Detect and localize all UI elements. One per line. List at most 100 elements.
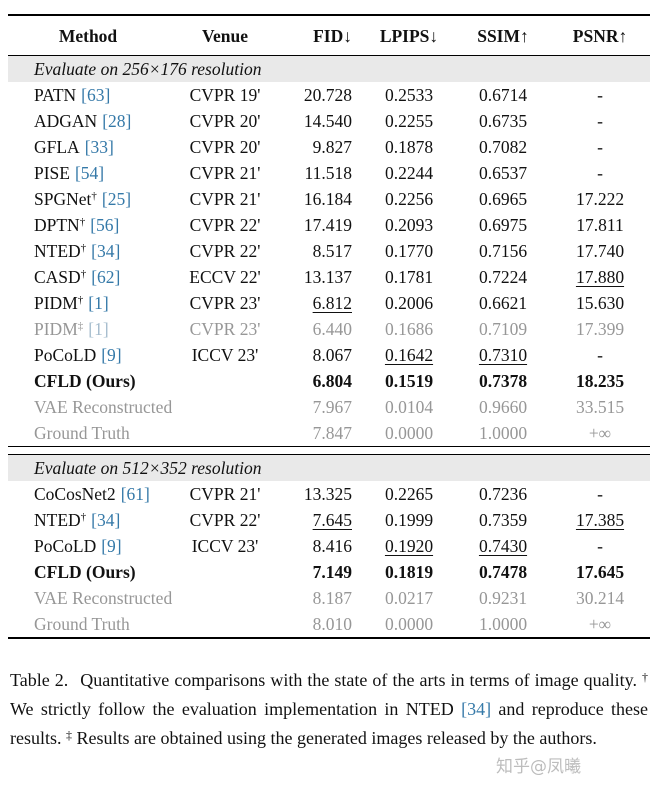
watermark: 知乎@凤曦	[496, 757, 581, 777]
method-name: PoCoLD	[34, 345, 97, 365]
psnr-value-cell: 33.515	[575, 397, 625, 417]
table-row: PoCoLD [9] ICCV 23' 8.067 0.1642 0.7310 -	[8, 342, 650, 368]
caption-label: Table 2.	[10, 670, 69, 690]
venue-cell	[168, 559, 282, 585]
method-name: PIDM	[34, 293, 78, 313]
column-header-fid: FID↓	[313, 26, 352, 46]
ssim-value-cell: 0.7310	[478, 345, 528, 365]
venue-cell: CVPR 23'	[189, 293, 261, 313]
fid-value-cell: 13.137	[303, 267, 352, 287]
fid-value-cell: 8.416	[312, 536, 352, 556]
method-name: SPGNet	[34, 189, 92, 209]
method-cell: CFLD (Ours)	[8, 368, 168, 394]
column-header-method: Method	[58, 26, 118, 46]
citation-link[interactable]: [9]	[101, 536, 122, 556]
table-row: NTED† [34] CVPR 22' 7.645 0.1999 0.7359 17.385	[8, 507, 650, 533]
citation-link[interactable]: [54]	[74, 163, 105, 183]
fid-value-cell: 6.812	[312, 293, 352, 313]
lpips-value-cell: 0.1819	[384, 562, 434, 582]
venue-cell	[168, 611, 282, 637]
fid-value-cell: 8.187	[312, 588, 352, 608]
ssim-value-cell: 0.6965	[478, 189, 528, 209]
column-header-ssim: SSIM↑	[477, 26, 529, 46]
citation-link[interactable]: [1]	[88, 319, 109, 339]
citation-link[interactable]: [28]	[102, 111, 132, 131]
lpips-value-cell: 0.1686	[384, 319, 434, 339]
fid-value-cell: 7.847	[312, 423, 352, 443]
method-cell: DPTN† [56]	[8, 212, 168, 238]
lpips-value-cell: 0.0217	[384, 588, 434, 608]
ssim-value-cell: 0.7378	[478, 371, 528, 391]
ssim-value-cell: 0.6621	[478, 293, 528, 313]
citation-link[interactable]: [1]	[88, 293, 109, 313]
fid-value-cell: 14.540	[303, 111, 352, 131]
fid-value-cell: 8.067	[312, 345, 352, 365]
section-header: Evaluate on 256×176 resolution	[8, 56, 650, 82]
psnr-value-cell: -	[597, 163, 603, 183]
method-cell: PISE [54]	[8, 160, 168, 186]
table-row: CASD† [62] ECCV 22' 13.137 0.1781 0.7224 17.88…	[8, 264, 650, 290]
fid-value-cell: 11.518	[304, 163, 352, 183]
method-cell: Ground Truth	[8, 420, 168, 446]
method-name: PoCoLD	[34, 536, 97, 556]
lpips-value-cell: 0.2255	[384, 111, 434, 131]
dagger-mark: ‡	[77, 320, 84, 332]
caption-text-2: We strictly follow the evaluation implem…	[10, 698, 462, 719]
method-name: VAE Reconstructed	[34, 588, 173, 608]
ssim-value-cell: 0.6714	[478, 85, 528, 105]
dagger-mark: †	[91, 190, 97, 202]
psnr-value-cell: 17.385	[575, 510, 625, 530]
psnr-value-cell: +∞	[588, 423, 612, 443]
citation-link[interactable]: [34]	[461, 698, 492, 719]
citation-link[interactable]: [61]	[120, 484, 150, 504]
psnr-value-cell: 30.214	[575, 588, 625, 608]
lpips-value-cell: 0.1999	[384, 510, 434, 530]
table-row: NTED† [34] CVPR 22' 8.517 0.1770 0.7156 17.740	[8, 238, 650, 264]
method-cell: GFLA [33]	[8, 134, 168, 160]
fid-value-cell: 17.419	[303, 215, 352, 235]
citation-link[interactable]: [25]	[101, 189, 132, 209]
table-row: SPGNet† [25] CVPR 21' 16.184 0.2256 0.6965 17.…	[8, 186, 650, 212]
method-name: PIDM	[34, 319, 78, 339]
ssim-value-cell: 0.7236	[478, 484, 528, 504]
method-name: CFLD (Ours)	[34, 371, 136, 391]
citation-link[interactable]: [9]	[101, 345, 122, 365]
lpips-value-cell: 0.1519	[384, 371, 434, 391]
fid-value-cell: 8.010	[312, 614, 352, 634]
lpips-value-cell: 0.2244	[384, 163, 434, 183]
column-header-venue: Venue	[201, 26, 249, 46]
dagger-mark: †	[77, 294, 84, 306]
psnr-value-cell: -	[597, 137, 603, 157]
dagger-mark: †	[80, 511, 87, 523]
lpips-value-cell: 0.1781	[384, 267, 434, 287]
psnr-value-cell: -	[597, 345, 603, 365]
psnr-value-cell: 17.222	[575, 189, 625, 209]
method-cell: CoCosNet2 [61]	[8, 481, 168, 507]
psnr-value-cell: -	[597, 536, 603, 556]
citation-link[interactable]: [34]	[91, 241, 121, 261]
dagger-mark: †	[642, 670, 649, 684]
venue-cell: CVPR 22'	[189, 215, 261, 235]
table-row: DPTN† [56] CVPR 22' 17.419 0.2093 0.6975 17.81…	[8, 212, 650, 238]
lpips-value-cell: 0.2093	[384, 215, 434, 235]
table-row: CoCosNet2 [61] CVPR 21' 13.325 0.2265 0.7236 -	[8, 481, 650, 507]
psnr-value-cell: -	[597, 111, 603, 131]
method-cell: ADGAN [28]	[8, 108, 168, 134]
ssim-value-cell: 0.7156	[478, 241, 528, 261]
citation-link[interactable]: [56]	[90, 215, 120, 235]
citation-link[interactable]: [62]	[91, 267, 121, 287]
paper-page: Method Venue FID↓ LPIPS↓ SSIM↑ PSNR↑ Eva…	[8, 14, 650, 748]
method-name: VAE Reconstructed	[34, 397, 173, 417]
double-dagger-mark: ‡	[66, 727, 72, 742]
method-name: PISE	[34, 163, 70, 183]
table-row: Ground Truth 8.010 0.0000 1.0000 +∞	[8, 611, 650, 637]
citation-link[interactable]: [34]	[91, 510, 121, 530]
citation-link[interactable]: [33]	[84, 137, 114, 157]
citation-link[interactable]: [63]	[81, 85, 111, 105]
ssim-value-cell: 1.0000	[478, 614, 528, 634]
table-row: CFLD (Ours) 7.149 0.1819 0.7478 17.645	[8, 559, 650, 585]
table-row: ADGAN [28] CVPR 20' 14.540 0.2255 0.6735 -	[8, 108, 650, 134]
ssim-value-cell: 0.6975	[478, 215, 528, 235]
table-row: VAE Reconstructed 7.967 0.0104 0.9660 33.515	[8, 394, 650, 420]
dagger-mark: †	[80, 242, 87, 254]
